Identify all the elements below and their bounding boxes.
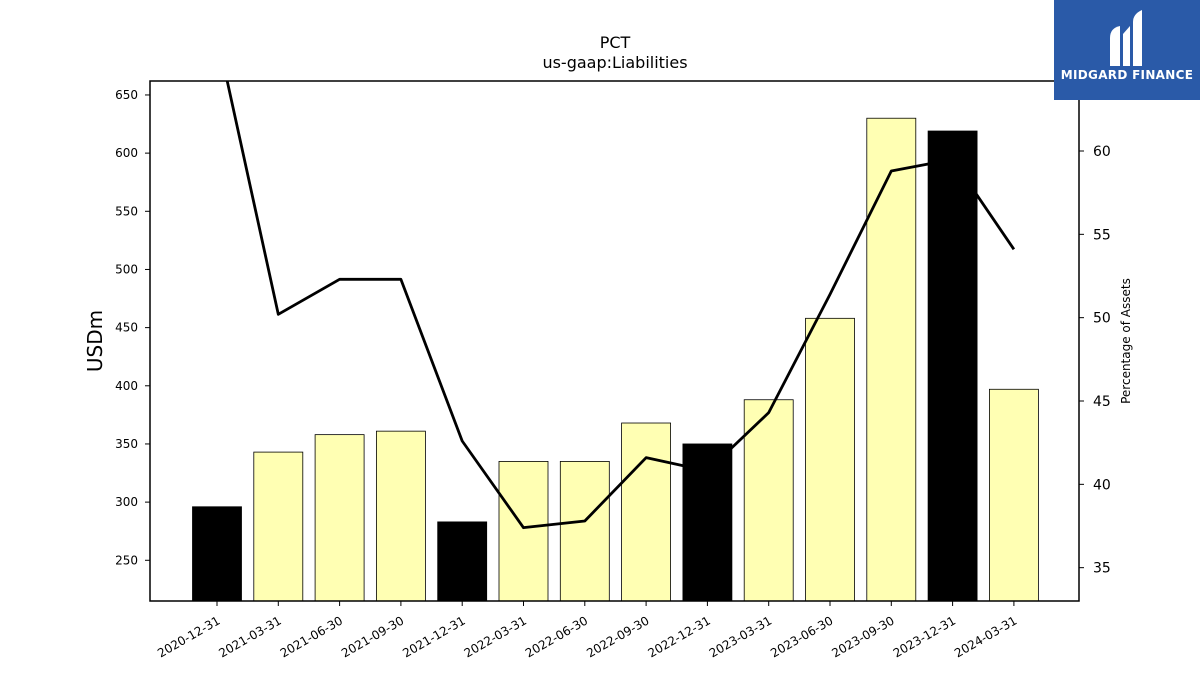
line-series: [225, 81, 1016, 530]
x-tick-label: 2022-06-30: [523, 613, 590, 660]
chart-subtitle: us-gaap:Liabilities: [542, 53, 687, 72]
bar-series: [192, 117, 1039, 601]
y2-tick-label: 35: [1093, 561, 1111, 577]
bar-2022-03-31: [498, 461, 549, 601]
y-axis-ticks: 250 300 350 400 450 500 550 600 650: [115, 88, 150, 567]
bar-2021-09-30: [375, 430, 426, 601]
y-tick-label: 250: [115, 553, 138, 567]
y2-tick-label: 60: [1093, 144, 1111, 160]
x-tick-label: 2021-09-30: [339, 613, 406, 660]
x-tick-label: 2024-03-31: [952, 613, 1019, 660]
logo-text: MIDGARD FINANCE: [1060, 68, 1194, 82]
y2-axis-label: Percentage of Assets: [1119, 278, 1133, 404]
brand-logo: MIDGARD FINANCE: [1054, 0, 1200, 100]
x-tick-label: 2022-12-31: [645, 613, 712, 660]
plot-frame: [149, 80, 1080, 602]
x-tick-label: 2022-03-31: [462, 613, 529, 660]
x-tick-label: 2020-12-31: [155, 613, 222, 660]
y-tick-label: 500: [115, 262, 138, 276]
y2-tick-label: 50: [1093, 311, 1111, 327]
y-axis-label: USDm: [83, 310, 107, 372]
bar-2023-09-30: [866, 117, 917, 601]
y-tick-label: 600: [115, 146, 138, 160]
bar-2022-06-30: [559, 461, 610, 601]
y-tick-label: 450: [115, 321, 138, 335]
logo-mark-icon: [1110, 10, 1142, 66]
bar-2023-03-31: [743, 399, 794, 601]
bar-2024-03-31: [989, 388, 1039, 601]
x-tick-label: 2021-03-31: [216, 613, 283, 660]
x-axis-ticks: 2020-12-312021-03-312021-06-302021-09-30…: [155, 601, 1019, 660]
y-tick-label: 300: [115, 495, 138, 509]
x-tick-label: 2021-06-30: [278, 613, 345, 660]
x-tick-label: 2023-09-30: [829, 613, 896, 660]
percentage-line: [225, 81, 1016, 530]
y-tick-label: 550: [115, 204, 138, 218]
chart-title: PCT: [600, 33, 631, 52]
y-tick-label: 350: [115, 437, 138, 451]
x-tick-label: 2021-12-31: [400, 613, 467, 660]
bar-2021-03-31: [253, 451, 304, 601]
bar-2022-09-30: [621, 422, 671, 601]
bar-2023-06-30: [805, 317, 855, 601]
y2-axis-ticks: 35 40 45 50 55 60: [1079, 144, 1111, 577]
x-tick-label: 2023-06-30: [768, 613, 835, 660]
y2-tick-label: 40: [1093, 477, 1111, 493]
x-tick-label: 2022-09-30: [584, 613, 651, 660]
y2-tick-label: 45: [1093, 394, 1111, 410]
bar-2023-12-31: [927, 130, 978, 601]
y-tick-label: 650: [115, 88, 138, 102]
x-tick-label: 2023-12-31: [891, 613, 958, 660]
bar-2021-06-30: [314, 434, 365, 601]
y-tick-label: 400: [115, 379, 138, 393]
bar-2021-12-31: [437, 521, 488, 601]
y2-tick-label: 55: [1093, 227, 1111, 243]
x-tick-label: 2023-03-31: [707, 613, 774, 660]
bar-2020-12-31: [192, 506, 242, 601]
